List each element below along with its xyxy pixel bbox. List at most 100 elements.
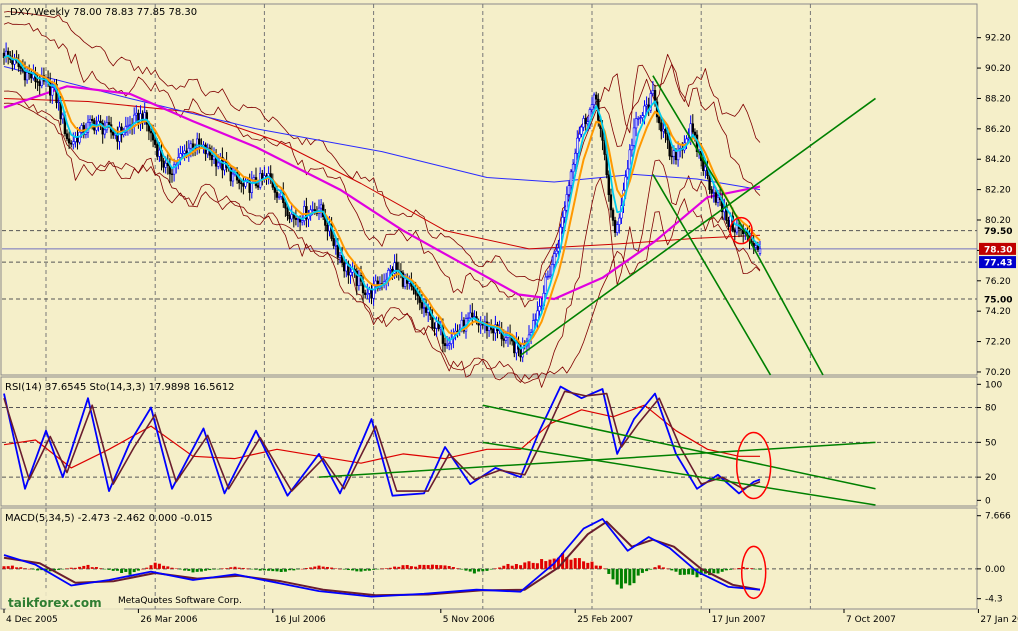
- candle-body: [261, 173, 264, 180]
- macd-bar-358: [754, 568, 758, 570]
- candle-body: [662, 128, 665, 132]
- candle-body: [643, 105, 646, 117]
- macd-tick-label-0: 7.666: [985, 512, 1011, 522]
- candle-body: [670, 155, 674, 158]
- candle-body: [578, 133, 581, 139]
- candle-body: [336, 245, 340, 258]
- candle-body: [252, 177, 256, 181]
- candle-160: [338, 251, 342, 264]
- macd-bar-140: [296, 568, 300, 570]
- candle-302: [636, 116, 640, 126]
- candle-body: [567, 185, 571, 195]
- candle-body: [198, 138, 201, 146]
- envelope-upper-inner: [3, 22, 761, 308]
- candle-body: [630, 145, 634, 151]
- candle-body: [534, 319, 537, 321]
- macd-bar-172: [363, 568, 367, 571]
- candle-body: [128, 124, 132, 126]
- macd-bar-214: [451, 567, 455, 569]
- price-tick-label-5: 82.20: [985, 186, 1011, 196]
- candle-body: [555, 250, 558, 255]
- candle-body: [513, 340, 516, 354]
- macd-bar-206: [435, 564, 439, 569]
- macd-bar-58: [124, 568, 128, 572]
- candle-body: [286, 207, 289, 216]
- candle-body: [685, 138, 688, 144]
- macd-bar-246: [519, 565, 523, 569]
- candle-body: [632, 127, 636, 146]
- macd-bar-112: [237, 567, 241, 569]
- macd-bar-208: [439, 565, 443, 569]
- price-tick-label-9: 74.20: [985, 307, 1011, 317]
- macd-bar-288: [607, 568, 611, 574]
- candle-body: [674, 150, 678, 161]
- macd-bar-348: [733, 568, 737, 570]
- macd-bar-278: [586, 562, 590, 569]
- date-label-2: 16 Jul 2006: [275, 615, 326, 625]
- candle-body: [571, 164, 575, 173]
- candle-304: [641, 112, 644, 122]
- candle-280: [590, 97, 594, 115]
- candle-body: [447, 343, 451, 346]
- macd-bar-308: [649, 568, 653, 570]
- oscillator-pane-frame: [0, 376, 978, 507]
- candle-body: [714, 192, 718, 203]
- macd-bar-196: [414, 566, 418, 569]
- candle-body: [401, 272, 405, 287]
- candle-131: [277, 193, 281, 200]
- macd-bar-298: [628, 568, 632, 586]
- macd-bar-30: [65, 568, 69, 569]
- macd-bar-186: [393, 566, 397, 569]
- candle-body: [687, 137, 690, 140]
- candle-body: [231, 173, 235, 182]
- candle-body: [112, 131, 115, 136]
- candle-body: [645, 104, 648, 107]
- price-tick-label-1: 90.20: [985, 64, 1011, 74]
- envelope-lower-outer: [3, 102, 761, 384]
- candle-221: [466, 312, 470, 323]
- candle-body: [422, 307, 426, 309]
- candle-301: [634, 111, 638, 137]
- candle-139: [294, 208, 298, 226]
- candle-body: [582, 118, 585, 128]
- candle-body: [552, 253, 556, 265]
- macd-bar-108: [229, 567, 233, 569]
- candle-16: [36, 72, 39, 92]
- candle-276: [582, 115, 585, 132]
- date-label-1: 26 Mar 2006: [140, 615, 197, 625]
- candle-body: [433, 327, 436, 329]
- candle-body: [557, 247, 560, 252]
- macd-pane-header: MACD(5,34,5) -2.473 -2.462 0.000 -0.015: [5, 513, 213, 524]
- macd-bar-192: [405, 564, 409, 569]
- candle-body: [366, 293, 369, 295]
- candle-345: [727, 216, 730, 230]
- candle-205: [433, 322, 436, 336]
- macd-bar-134: [283, 568, 287, 572]
- osc-tick-label-0: 100: [985, 380, 1002, 390]
- macd-bar-188: [397, 566, 401, 569]
- watermark-logo: taikforex.com: [8, 596, 102, 610]
- candle-body: [676, 150, 680, 161]
- osc-tick-label-1: 80: [985, 404, 997, 414]
- macd-bar-16: [36, 568, 40, 571]
- date-label-0: 4 Dec 2005: [6, 615, 58, 625]
- candle-259: [546, 270, 550, 280]
- price-trendline-1: [652, 75, 730, 203]
- candle-body: [580, 126, 583, 135]
- candle-body: [126, 124, 130, 127]
- macd-bar-340: [716, 568, 720, 574]
- candle-body: [363, 292, 367, 295]
- candle-body: [708, 175, 711, 190]
- macd-bar-62: [132, 568, 136, 573]
- candle-157: [332, 232, 335, 249]
- macd-bar-80: [170, 567, 174, 569]
- candle-body: [25, 72, 29, 81]
- macd-bar-142: [300, 568, 304, 570]
- candle-289: [609, 188, 613, 218]
- macd-bar-202: [426, 565, 430, 569]
- candle-body: [590, 104, 594, 110]
- candle-266: [561, 211, 564, 234]
- macd-bar-230: [485, 568, 489, 571]
- macd-bar-96: [204, 568, 208, 571]
- macd-bar-234: [493, 568, 497, 569]
